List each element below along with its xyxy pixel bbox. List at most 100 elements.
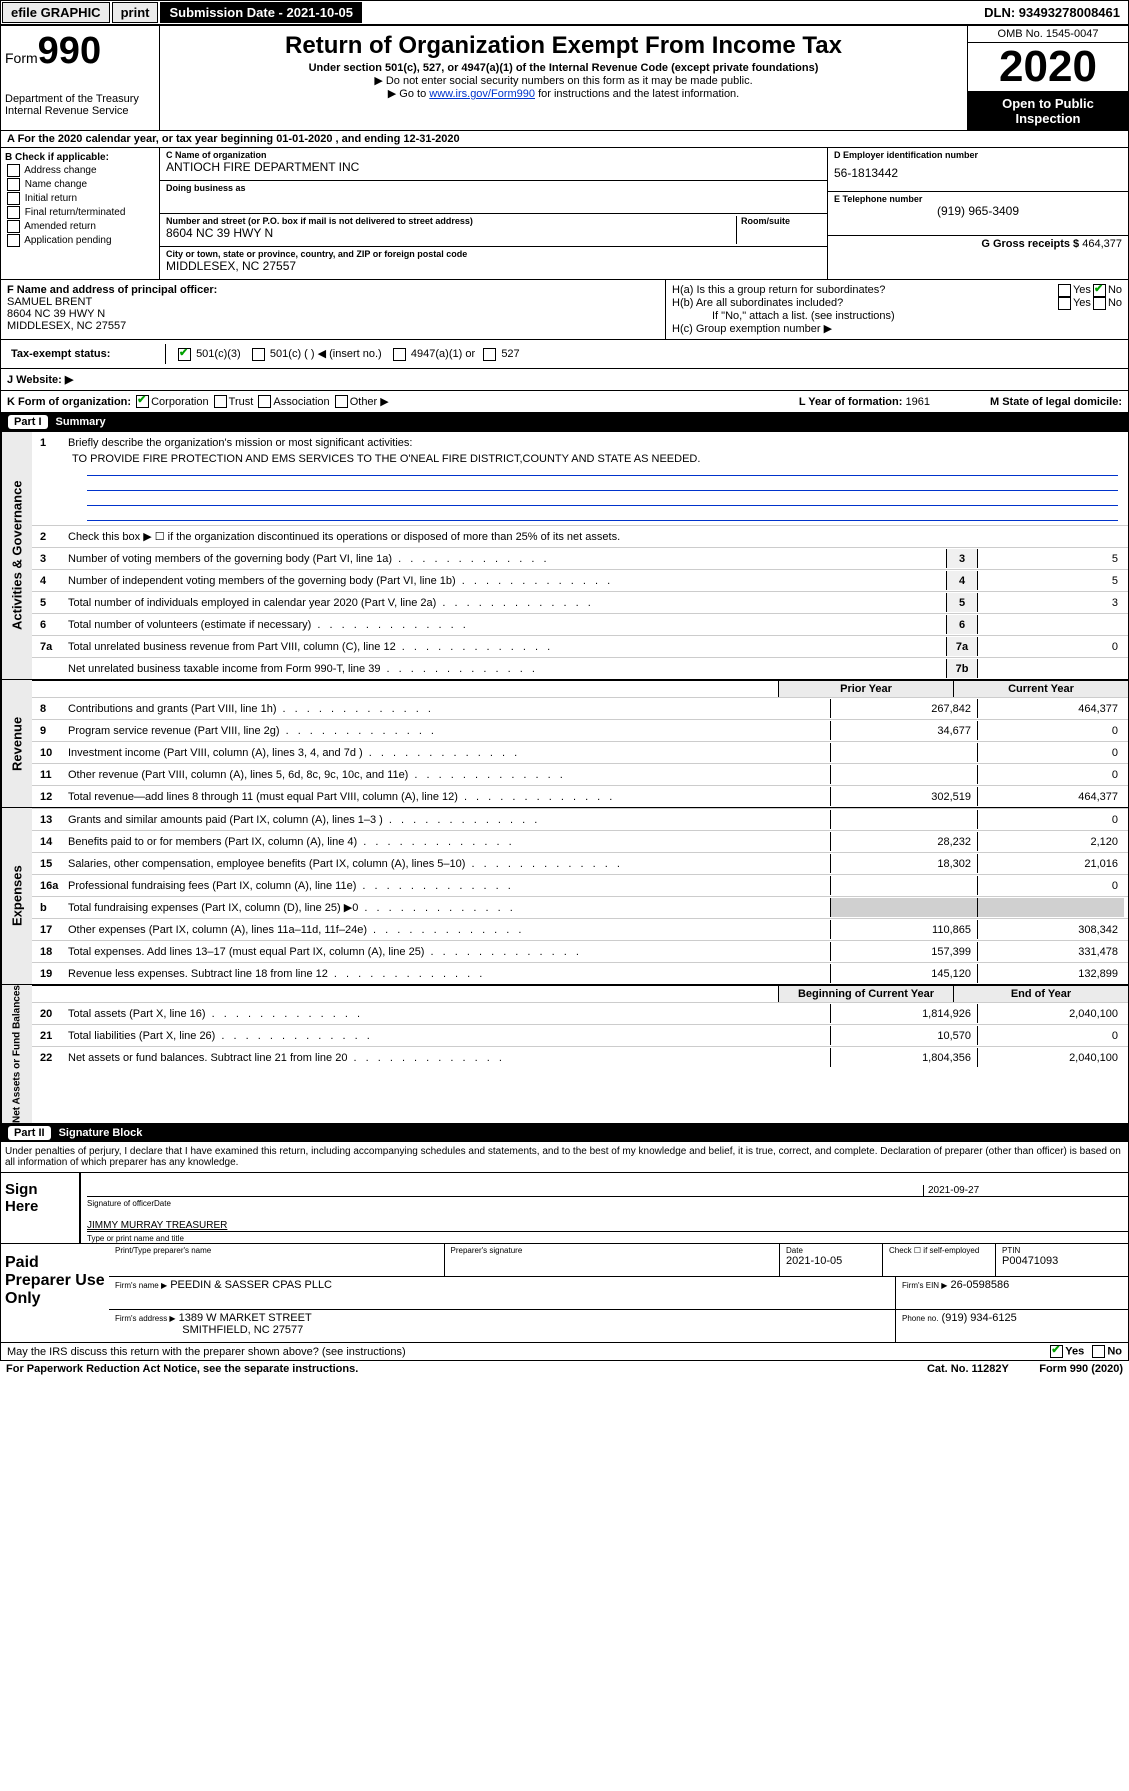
prep-sig-lab: Preparer's signature (451, 1246, 774, 1255)
table-row: 22 Net assets or fund balances. Subtract… (32, 1046, 1128, 1068)
officer-label: F Name and address of principal officer: (7, 284, 217, 296)
l7a-text: Total unrelated business revenue from Pa… (68, 641, 946, 653)
hb-yes[interactable] (1058, 297, 1071, 310)
box-h: H(a) Is this a group return for subordin… (666, 280, 1128, 339)
col-current: Current Year (953, 681, 1128, 697)
table-row: 14 Benefits paid to or for members (Part… (32, 830, 1128, 852)
prep-name-lab: Print/Type preparer's name (115, 1246, 438, 1255)
table-row: 19 Revenue less expenses. Subtract line … (32, 962, 1128, 984)
table-row: 18 Total expenses. Add lines 13–17 (must… (32, 940, 1128, 962)
l1-label: Briefly describe the organization's miss… (68, 437, 1124, 449)
prior-val (830, 810, 977, 829)
col-begin: Beginning of Current Year (778, 986, 953, 1002)
prior-val: 302,519 (830, 787, 977, 806)
addr-label: Number and street (or P.O. box if mail i… (166, 216, 736, 226)
prior-val: 1,814,926 (830, 1004, 977, 1023)
block-bcd: B Check if applicable: Address change Na… (0, 148, 1129, 280)
prep-date-lab: Date (786, 1246, 876, 1255)
firm-name: PEEDIN & SASSER CPAS PLLC (170, 1279, 332, 1291)
row-text: Other expenses (Part IX, column (A), lin… (68, 924, 830, 936)
prep-date: 2021-10-05 (786, 1255, 876, 1267)
chk-corp[interactable] (136, 395, 149, 408)
section-revenue: Revenue Prior YearCurrent Year 8 Contrib… (0, 680, 1129, 808)
tab-net: Net Assets or Fund Balances (1, 985, 32, 1123)
paid-preparer: Paid Preparer Use Only Print/Type prepar… (0, 1244, 1129, 1343)
firm-lab: Firm's name ▶ (115, 1281, 167, 1290)
efile-button[interactable]: efile GRAPHIC (2, 2, 110, 23)
self-emp-lab: Check ☐ if self-employed (889, 1246, 989, 1255)
table-row: 12 Total revenue—add lines 8 through 11 … (32, 785, 1128, 807)
part2-header: Part II Signature Block (0, 1124, 1129, 1142)
footer-bottom: For Paperwork Reduction Act Notice, see … (0, 1361, 1129, 1377)
chk-assoc[interactable] (258, 395, 271, 408)
chk-4947[interactable] (393, 348, 406, 361)
officer-signed: JIMMY MURRAY TREASURER (87, 1220, 1128, 1231)
ha-no[interactable] (1093, 284, 1106, 297)
gross-value: 464,377 (1082, 238, 1122, 250)
room-label: Room/suite (741, 216, 821, 226)
prior-val (830, 898, 977, 917)
firm-addr2: SMITHFIELD, NC 27577 (182, 1324, 303, 1336)
paid-label: Paid Preparer Use Only (1, 1244, 109, 1342)
table-row: 15 Salaries, other compensation, employe… (32, 852, 1128, 874)
irs-link[interactable]: www.irs.gov/Form990 (429, 88, 535, 100)
ein-label: D Employer identification number (834, 150, 1122, 160)
date-label: Date (154, 1199, 354, 1208)
pra-notice: For Paperwork Reduction Act Notice, see … (6, 1363, 358, 1375)
firm-ein: 26-0598586 (951, 1279, 1010, 1291)
row-k: K Form of organization: Corporation Trus… (0, 391, 1129, 413)
box-d: D Employer identification number 56-1813… (827, 148, 1128, 279)
year-formation-label: L Year of formation: (799, 396, 903, 408)
ptin-lab: PTIN (1002, 1246, 1122, 1255)
row-text: Salaries, other compensation, employee b… (68, 858, 830, 870)
chk-initial: Initial return (5, 192, 155, 205)
prior-val: 28,232 (830, 832, 977, 851)
prior-val: 267,842 (830, 699, 977, 718)
table-row: 13 Grants and similar amounts paid (Part… (32, 808, 1128, 830)
box-b-title: B Check if applicable: (5, 152, 155, 163)
ha-label: H(a) Is this a group return for subordin… (672, 284, 1056, 297)
officer-addr2: MIDDLESEX, NC 27557 (7, 320, 659, 332)
row-text: Total revenue—add lines 8 through 11 (mu… (68, 791, 830, 803)
prior-val: 157,399 (830, 942, 977, 961)
prior-val (830, 765, 977, 784)
discuss-yes[interactable] (1050, 1345, 1063, 1358)
firm-phone: (919) 934-6125 (942, 1312, 1017, 1324)
print-button[interactable]: print (112, 2, 159, 23)
ha-yes[interactable] (1058, 284, 1071, 297)
part2-name: Signature Block (59, 1127, 143, 1139)
table-row: b Total fundraising expenses (Part IX, c… (32, 896, 1128, 918)
discuss-no[interactable] (1092, 1345, 1105, 1358)
current-val: 464,377 (977, 699, 1124, 718)
current-val (977, 898, 1124, 917)
chk-trust[interactable] (214, 395, 227, 408)
prior-val (830, 876, 977, 895)
goto-post: for instructions and the latest informat… (535, 88, 739, 100)
chk-501c3[interactable] (178, 348, 191, 361)
row-text: Revenue less expenses. Subtract line 18 … (68, 968, 830, 980)
ptin-val: P00471093 (1002, 1255, 1122, 1267)
omb-number: OMB No. 1545-0047 (968, 26, 1128, 43)
tab-governance: Activities & Governance (1, 432, 32, 679)
tel-value: (919) 965-3409 (834, 204, 1122, 218)
current-val: 2,040,100 (977, 1048, 1124, 1067)
prior-val: 10,570 (830, 1026, 977, 1045)
discuss-q: May the IRS discuss this return with the… (7, 1346, 406, 1358)
chk-other[interactable] (335, 395, 348, 408)
row-text: Total liabilities (Part X, line 26) (68, 1030, 830, 1042)
hb-no[interactable] (1093, 297, 1106, 310)
prior-val: 145,120 (830, 964, 977, 983)
dept-label: Department of the Treasury Internal Reve… (5, 93, 155, 117)
perjury-text: Under penalties of perjury, I declare th… (0, 1142, 1129, 1173)
chk-501c[interactable] (252, 348, 265, 361)
section-governance: Activities & Governance 1Briefly describ… (0, 431, 1129, 680)
gross-label: G Gross receipts $ (981, 238, 1079, 250)
tel-label: E Telephone number (834, 194, 1122, 204)
box-b: B Check if applicable: Address change Na… (1, 148, 160, 279)
form-ref: Form 990 (2020) (1039, 1363, 1123, 1375)
chk-527[interactable] (483, 348, 496, 361)
cat-no: Cat. No. 11282Y (927, 1363, 1009, 1375)
current-val: 21,016 (977, 854, 1124, 873)
table-row: 17 Other expenses (Part IX, column (A), … (32, 918, 1128, 940)
top-bar: efile GRAPHIC print Submission Date - 20… (0, 0, 1129, 25)
